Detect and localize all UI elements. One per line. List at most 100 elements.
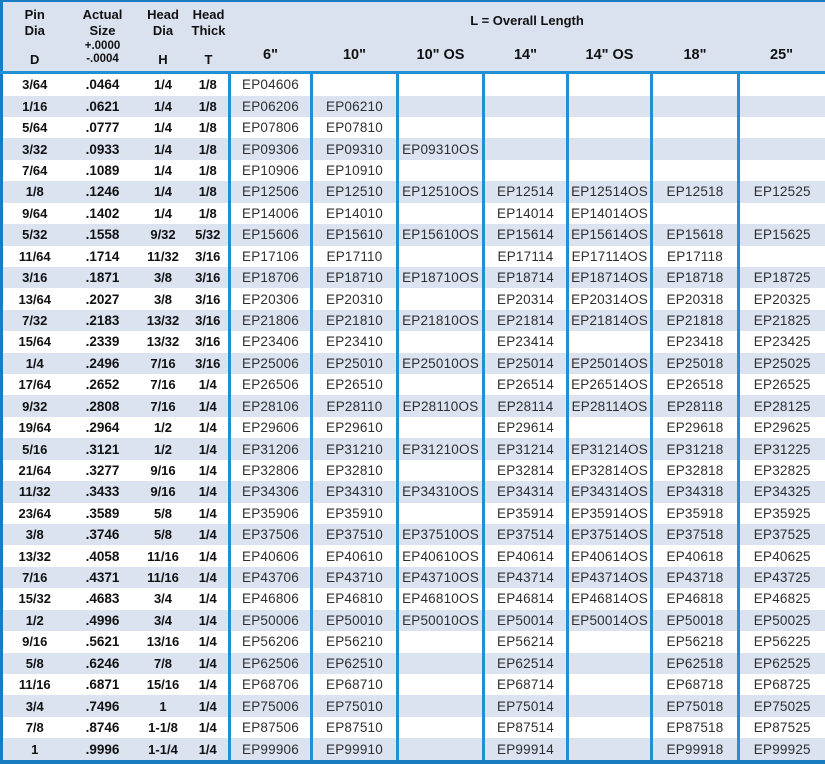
part-number-cell-14in-os: [566, 138, 652, 160]
table-row: 9/32 .2808 7/16 1/4 EP28106 EP28110 EP28…: [1, 395, 825, 417]
table-row: 1/2 .4996 3/4 1/4 EP50006 EP50010 EP5001…: [1, 609, 825, 632]
col-subheader-tolerance: +.0000 -.0004: [84, 39, 121, 66]
part-number-cell-10in: EP18710: [310, 266, 398, 289]
part-number-cell-14in: EP40614: [482, 545, 568, 567]
table-row: 9/16 .5621 13/16 1/4 EP56206 EP56210 EP5…: [2, 631, 825, 653]
part-number-cell-10in: EP20310: [310, 288, 398, 310]
part-number-cell-10in-os: [396, 331, 484, 353]
table-row: 3/4 .7496 1 1/4 EP75006 EP75010 EP75014 …: [1, 695, 825, 717]
part-number-cell-25in: EP26525: [736, 374, 825, 396]
head-dia-cell: 1/4: [153, 184, 173, 200]
part-number-cell-14in-os: EP46814OS: [566, 588, 652, 610]
actual-size-cell: .6871: [85, 677, 120, 693]
part-number-cell-25in: EP87525: [736, 716, 825, 739]
table-row: 15/64 .2339 13/32 3/16 EP23406 EP23410 E…: [2, 331, 825, 353]
part-number-cell-10in-os: EP37510OS: [396, 523, 484, 546]
part-number-cell-10in-os: [396, 416, 484, 439]
part-number-cell-10in: EP26510: [310, 374, 398, 396]
actual-size-cell: .2496: [85, 355, 120, 371]
part-number-cell-14in: EP99914: [482, 738, 568, 762]
part-number-cell-6in: EP34306: [228, 481, 312, 503]
pin-dia-cell: 11/32: [18, 484, 51, 500]
head-dia-cell: 1-1/8: [148, 719, 178, 735]
table-row: 21/64 .3277 9/16 1/4 EP32806 EP32810 EP3…: [2, 459, 825, 482]
head-thick-cell: 1/4: [198, 719, 217, 735]
pin-dia-cell: 21/64: [18, 462, 52, 478]
part-number-cell-6in: EP17106: [228, 245, 312, 267]
head-dia-cell: 3/4: [153, 612, 173, 628]
part-number-cell-14in: EP29614: [482, 416, 568, 439]
part-number-cell-14in: [482, 72, 568, 96]
pin-dia-cell: 5/32: [22, 227, 48, 243]
head-dia-cell: 3/4: [153, 591, 173, 607]
part-number-cell-6in: EP40606: [228, 545, 312, 567]
pin-dia-cell: 7/32: [22, 312, 48, 328]
head-dia-cell: 1/2: [153, 441, 173, 457]
pin-dia-cell: 1/4: [25, 355, 44, 371]
part-number-cell-10in: EP25010: [310, 352, 398, 375]
head-dia-cell: 7/16: [150, 398, 176, 414]
table-row: 3/16 .1871 3/8 3/16 EP18706 EP18710 EP18…: [1, 266, 825, 289]
table-row: 7/32 .2183 13/32 3/16 EP21806 EP21810 EP…: [1, 309, 825, 332]
part-number-cell-14in-os: EP25014OS: [566, 352, 652, 375]
actual-size-cell: .8746: [85, 719, 120, 735]
part-number-cell-25in: EP18725: [736, 266, 825, 289]
head-thick-cell: 1/4: [198, 462, 217, 478]
part-number-cell-14in-os: EP40614OS: [566, 545, 652, 567]
part-number-cell-14in-os: [566, 416, 652, 439]
part-number-cell-10in-os: [396, 716, 484, 739]
part-number-cell-14in: [482, 159, 568, 182]
part-number-cell-18in: EP17118: [650, 245, 739, 267]
part-number-cell-10in: EP34310: [310, 481, 398, 503]
part-number-cell-25in: EP25025: [736, 352, 825, 375]
part-number-cell-25in: EP34325: [736, 481, 825, 503]
part-number-cell-6in: EP21806: [228, 309, 312, 332]
part-number-cell-6in: EP10906: [228, 159, 312, 182]
part-number-cell-6in: EP28106: [228, 395, 312, 417]
part-number-cell-10in-os: [396, 202, 484, 225]
table-row: 11/64 .1714 11/32 3/16 EP17106 EP17110 E…: [2, 245, 825, 267]
part-number-cell-14in-os: [566, 72, 652, 96]
actual-size-cell: .0933: [85, 141, 120, 157]
part-number-cell-10in: EP10910: [310, 159, 398, 182]
part-number-cell-14in-os: EP14014OS: [566, 202, 652, 225]
table-row: 1/16 .0621 1/4 1/8 EP06206 EP06210: [1, 95, 825, 117]
part-number-cell-14in-os: EP34314OS: [566, 481, 652, 503]
actual-size-cell: .1402: [85, 205, 120, 221]
head-thick-cell: 1/4: [198, 484, 217, 500]
part-number-cell-10in: EP28110: [310, 395, 398, 417]
part-number-cell-25in: EP21825: [736, 309, 825, 332]
part-number-cell-18in: EP99918: [650, 738, 739, 762]
col-header-10in: 10": [342, 47, 366, 64]
part-number-cell-10in-os: EP43710OS: [396, 566, 484, 589]
part-number-cell-18in: EP56218: [650, 631, 739, 653]
part-number-cell-10in: EP09310: [310, 138, 398, 160]
part-number-cell-25in: EP43725: [736, 566, 825, 589]
part-number-cell-14in: EP43714: [482, 566, 568, 589]
part-number-cell-14in: EP50014: [482, 609, 568, 632]
head-thick-cell: 1/4: [198, 741, 217, 757]
head-thick-cell: 1/4: [198, 634, 217, 650]
part-number-cell-14in: EP75014: [482, 695, 568, 717]
actual-size-cell: .3746: [85, 527, 120, 543]
header-sub-row: D +.0000 -.0004 H T 6" 10" 10" OS 14" 14…: [1, 39, 825, 73]
head-thick-cell: 1/4: [198, 612, 217, 628]
actual-size-cell: .9996: [85, 741, 120, 757]
col-header-actual-size: Actual Size: [82, 7, 123, 39]
part-number-cell-14in: EP25014: [482, 352, 568, 375]
part-number-cell-6in: EP68706: [228, 673, 312, 696]
part-number-cell-18in: EP31218: [650, 438, 739, 460]
part-number-cell-18in: EP23418: [650, 331, 739, 353]
head-thick-cell: 1/8: [198, 98, 217, 114]
head-dia-cell: 5/8: [153, 505, 173, 521]
head-thick-cell: 1/4: [198, 527, 217, 543]
head-dia-cell: 1/4: [153, 77, 173, 93]
part-number-cell-25in: EP29625: [736, 416, 825, 439]
part-number-cell-10in: EP62510: [310, 652, 398, 674]
part-number-cell-6in: EP06206: [228, 95, 312, 117]
pin-dia-cell: 9/32: [22, 398, 48, 414]
part-number-cell-10in: EP99910: [310, 738, 398, 762]
part-number-cell-10in-os: [396, 159, 484, 182]
part-number-cell-10in: EP68710: [310, 673, 398, 696]
